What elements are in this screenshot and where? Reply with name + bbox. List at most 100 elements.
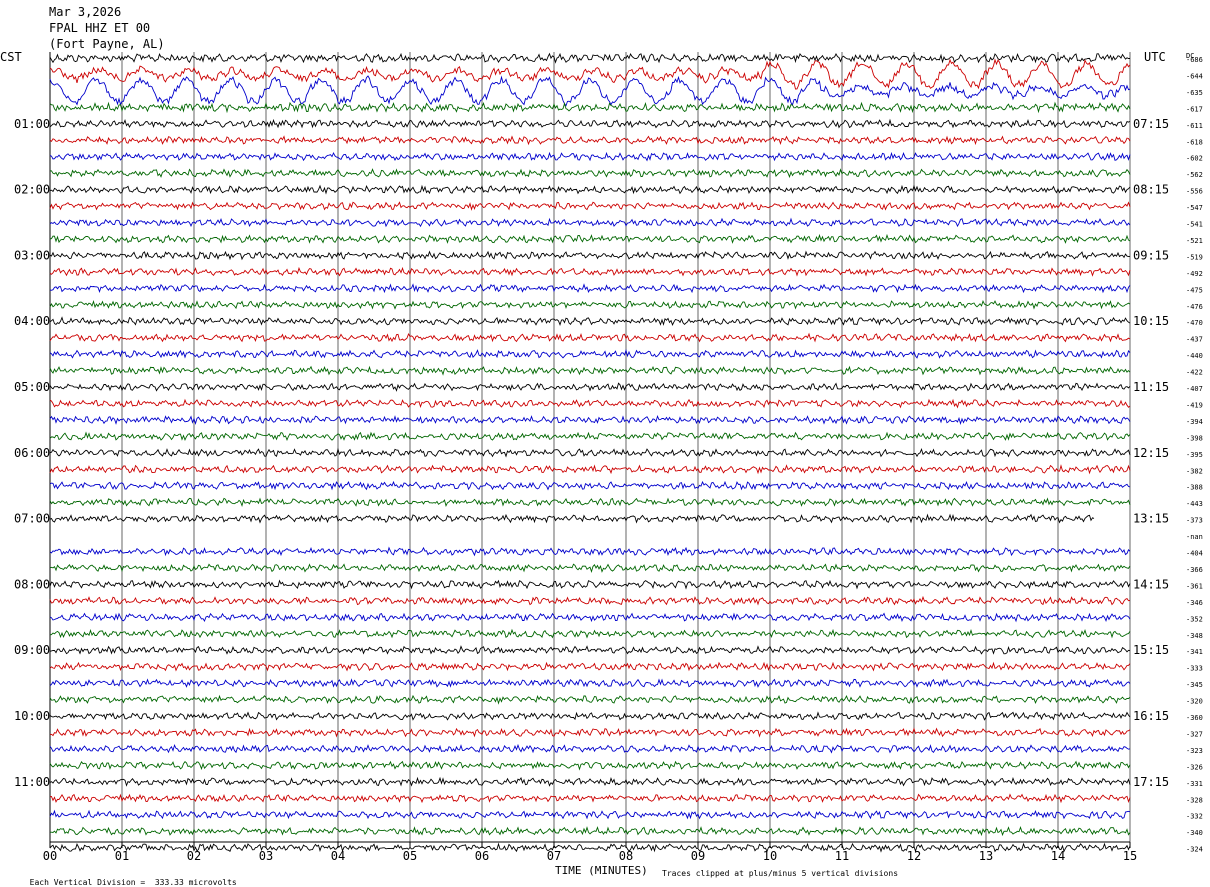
seismic-trace [49,398,1131,409]
dc-offset-label: -331 [1186,780,1203,788]
seismic-trace [49,809,1131,820]
dc-offset-label: -556 [1186,188,1203,196]
dc-offset-label: -635 [1186,89,1203,97]
dc-offset-label: -326 [1186,763,1203,771]
seismic-trace [49,595,1131,606]
seismic-trace [49,414,1131,426]
seismic-trace [49,661,1131,672]
seismic-trace [49,332,1131,343]
x-tick-label: 13 [979,849,993,863]
dc-offset-label: -348 [1186,632,1203,640]
cst-hour-label: 03:00 [14,248,50,262]
x-tick-label: 02 [187,849,201,863]
cst-hour-label: 09:00 [14,643,50,657]
footer-scale-note: Each Vertical Division = 333.33 microvol… [0,869,237,887]
seismic-trace [49,760,1131,771]
dc-offset-label: -644 [1186,72,1203,80]
x-tick-label: 10 [763,849,777,863]
dc-offset-label: -352 [1186,615,1203,623]
seismic-trace [49,546,1131,557]
utc-hour-label: 17:15 [1133,775,1169,789]
seismic-trace [49,135,1131,146]
dc-offset-label: -361 [1186,582,1203,590]
dc-offset-label: -394 [1186,418,1203,426]
seismic-trace [50,826,1131,837]
x-axis-title: TIME (MINUTES) [555,864,648,877]
seismic-trace [49,201,1131,211]
seismic-trace [49,694,1131,705]
seismic-trace [49,711,1131,721]
seismic-trace [49,447,1131,458]
utc-hour-label: 07:15 [1133,117,1169,131]
right-timezone-label: UTC [1144,50,1166,64]
dc-offset-label: -366 [1186,566,1203,574]
seismic-trace [49,316,1131,327]
dc-offset-label: -395 [1186,451,1203,459]
seismic-trace [49,382,1131,392]
dc-offset-label: -360 [1186,714,1203,722]
dc-offset-label: -346 [1186,599,1203,607]
footer-scale-text: Each Vertical Division = 333.33 microvol… [29,878,237,887]
cst-hour-label: 11:00 [14,775,50,789]
utc-hour-label: 12:15 [1133,446,1169,460]
seismic-trace [49,168,1131,179]
dc-offset-label: -492 [1186,270,1203,278]
seismic-trace [49,776,1131,787]
cst-hour-label: 07:00 [14,512,50,526]
dc-offset-label: -521 [1186,237,1203,245]
seismic-trace [49,217,1131,228]
dc-offset-label: -382 [1186,467,1203,475]
seismic-trace [49,727,1131,738]
dc-offset-label: -341 [1186,648,1203,656]
cst-hour-label: 04:00 [14,314,50,328]
dc-offset-label: -340 [1186,829,1203,837]
seismic-trace [49,58,1131,90]
x-tick-label: 15 [1123,849,1137,863]
seismic-trace [49,842,1131,853]
dc-offset-label: -470 [1186,319,1203,327]
left-timezone-label: CST [0,50,22,64]
footer-clip-note: Traces clipped at plus/minus 5 vertical … [662,869,899,878]
seismic-trace [49,348,1131,359]
utc-hour-label: 16:15 [1133,709,1169,723]
seismic-trace [49,118,1131,129]
seismic-trace [49,250,1131,261]
seismic-trace [49,431,1131,441]
seismic-trace [49,75,1131,107]
utc-hour-label: 10:15 [1133,314,1169,328]
dc-offset-label: -373 [1186,517,1203,525]
x-tick-label: 08 [619,849,633,863]
seismic-trace [49,645,1131,655]
seismic-trace [49,464,1131,475]
dc-offset-label: -333 [1186,665,1203,673]
x-tick-label: 05 [403,849,417,863]
dc-offset-label: -476 [1186,303,1203,311]
dc-header: DC [1186,52,1194,60]
x-tick-label: 07 [547,849,561,863]
dc-offset-label: -327 [1186,730,1203,738]
plot-date: Mar 3,2026 [49,5,122,19]
seismic-trace [49,184,1131,195]
seismic-trace [49,743,1131,754]
dc-offset-label: -422 [1186,369,1203,377]
x-tick-label: 06 [475,849,489,863]
x-tick-label: 14 [1051,849,1065,863]
dc-offset-label: -nan [1186,533,1203,541]
seismic-trace [49,365,1131,376]
seismic-trace [49,266,1131,277]
dc-offset-label: -562 [1186,171,1203,179]
utc-hour-label: 08:15 [1133,183,1169,197]
cst-hour-label: 02:00 [14,183,50,197]
station-code: FPAL HHZ ET 00 [49,21,151,35]
dc-offset-label: -475 [1186,286,1203,294]
dc-offset-label: -611 [1186,122,1203,130]
utc-hour-label: 11:15 [1133,380,1169,394]
dc-offset-label: -328 [1186,796,1203,804]
station-location: (Fort Payne, AL) [49,37,165,51]
header: Mar 3,2026 FPAL HHZ ET 00 (Fort Payne, A… [49,4,165,52]
seismic-trace [49,283,1131,294]
cst-hour-label: 08:00 [14,577,50,591]
dc-offset-label: -617 [1186,105,1203,113]
utc-hour-label: 13:15 [1133,512,1169,526]
